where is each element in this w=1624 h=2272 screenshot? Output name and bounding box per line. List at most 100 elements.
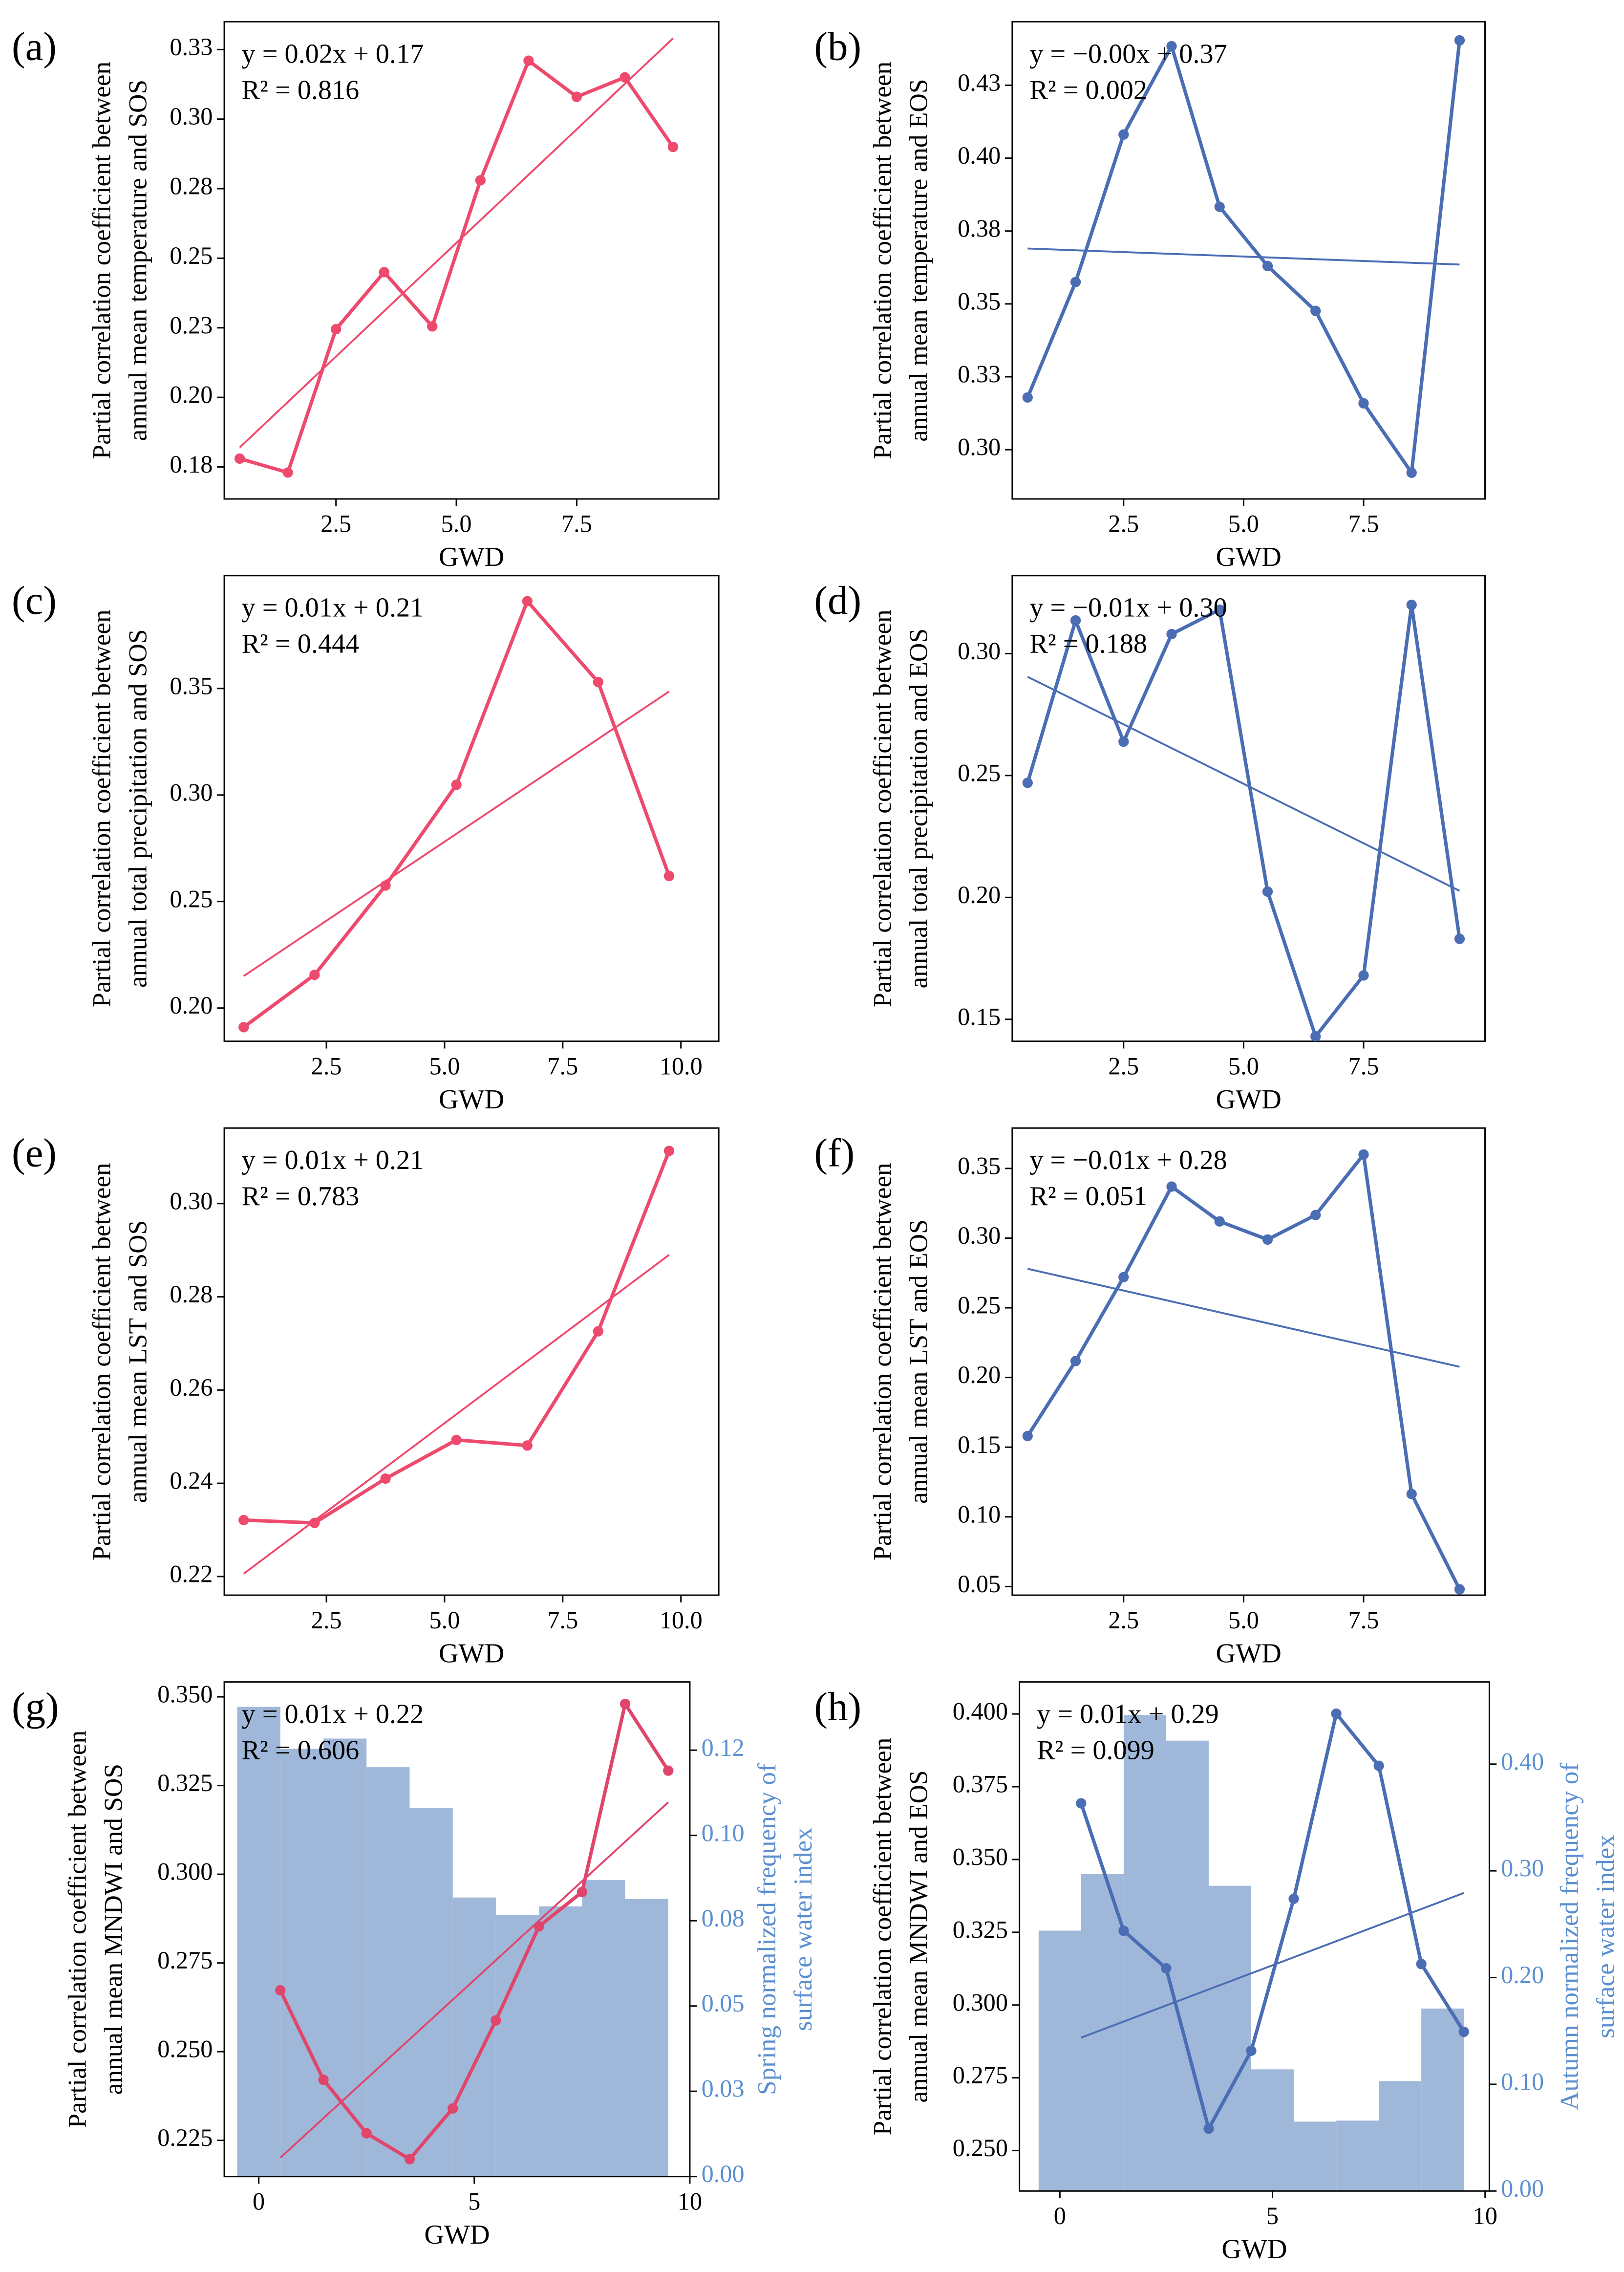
data-point (1246, 2045, 1257, 2056)
bar (1038, 1930, 1081, 2191)
x-axis-label: GWD (424, 2220, 490, 2250)
y-tick-label: 0.20 (170, 381, 213, 409)
trend-line (243, 691, 670, 977)
data-line (278, 1702, 670, 2161)
data-point (491, 2015, 501, 2026)
bar (323, 1738, 367, 2177)
y-axis-label: annual mean MNDWI and SOS (99, 1764, 128, 2095)
x-tick-label: 7.5 (561, 510, 592, 538)
data-line (1026, 40, 1462, 475)
y-axis-label: annual mean temperature and SOS (124, 80, 152, 441)
data-point (1406, 599, 1417, 610)
data-point (1458, 2026, 1469, 2037)
y-tick-label: 0.400 (953, 1698, 1008, 1725)
trend-line (279, 1801, 669, 2159)
equation: y = −0.01x + 0.30 (1029, 593, 1227, 623)
y-tick-label: 0.325 (157, 1769, 213, 1796)
equation: y = 0.01x + 0.29 (1037, 1699, 1219, 1730)
data-point (475, 175, 486, 186)
x-tick-label: 5 (468, 2187, 480, 2215)
x-tick-label: 5.0 (1228, 1052, 1259, 1080)
data-point (1358, 1149, 1369, 1160)
data-point (1358, 970, 1369, 981)
data-point (663, 1146, 675, 1156)
y2-tick-label: 0.10 (1501, 2068, 1544, 2095)
y-tick-label: 0.10 (958, 1500, 1001, 1528)
x-tick-label: 5 (1266, 2202, 1279, 2229)
data-point (620, 72, 630, 83)
y-tick-label: 0.25 (958, 1292, 1001, 1319)
y-tick-label: 0.20 (958, 881, 1001, 909)
axes-frame (223, 1681, 691, 2178)
trend-line (1027, 676, 1460, 892)
data-point (1214, 604, 1225, 615)
bar (539, 1906, 582, 2177)
y-tick-label: 0.38 (958, 215, 1001, 242)
data-point (379, 267, 389, 278)
y-tick-label: 0.35 (170, 672, 213, 699)
data-point (331, 324, 342, 335)
data-point (1214, 201, 1225, 212)
y2-tick-label: 0.10 (702, 1819, 745, 1846)
data-point (1262, 1234, 1273, 1245)
data-point (1118, 736, 1129, 747)
y-axis-label: annual mean LST and SOS (124, 1220, 152, 1503)
x-tick-label: 5.0 (441, 510, 472, 538)
data-point (1166, 628, 1177, 640)
data-point (1070, 1356, 1081, 1366)
y-tick-label: 0.25 (170, 242, 213, 269)
panel-label: (e) (12, 1130, 57, 1175)
x-axis-label: GWD (1216, 542, 1282, 572)
data-point (1161, 1963, 1172, 1974)
bar (1379, 2081, 1422, 2191)
data-point (1070, 615, 1081, 626)
equation: y = 0.02x + 0.17 (242, 39, 424, 69)
data-point (234, 453, 245, 464)
y-axis-label: Partial correlation coefficient between (868, 62, 897, 459)
y-tick-label: 0.275 (157, 1947, 213, 1974)
data-point (571, 91, 582, 102)
axes-frame (223, 21, 720, 500)
x-tick-label: 5.0 (1228, 1606, 1259, 1634)
data-point (1022, 392, 1033, 403)
bar (495, 1915, 539, 2177)
x-tick-label: 7.5 (1348, 510, 1379, 538)
data-line (1026, 603, 1461, 1039)
data-point (620, 1698, 631, 1709)
y-tick-label: 0.20 (958, 1361, 1001, 1388)
data-point (522, 1440, 533, 1451)
r-squared: R² = 0.444 (242, 629, 360, 659)
data-point (309, 970, 320, 980)
y-tick-label: 0.20 (170, 992, 213, 1019)
x-tick-label: 7.5 (547, 1052, 578, 1080)
equation: y = 0.01x + 0.22 (242, 1699, 424, 1730)
data-line (1079, 1711, 1466, 2131)
y-tick-label: 0.15 (958, 1003, 1001, 1030)
data-point (451, 1434, 462, 1446)
x-axis-label: GWD (439, 542, 504, 572)
y-tick-label: 0.22 (170, 1560, 213, 1587)
y-tick-label: 0.30 (170, 779, 213, 806)
trend-line (239, 38, 674, 449)
x-tick-label: 7.5 (547, 1606, 578, 1634)
data-point (523, 55, 534, 66)
x-axis-label: GWD (1216, 1638, 1282, 1668)
bar (366, 1767, 410, 2177)
data-point (577, 1886, 588, 1898)
y2-tick-label: 0.03 (702, 2075, 745, 2102)
y2-tick-label: 0.30 (1501, 1855, 1544, 1882)
bar (1208, 1885, 1252, 2191)
r-squared: R² = 0.783 (242, 1181, 360, 1212)
bar (409, 1808, 453, 2177)
y2-tick-label: 0.00 (1501, 2175, 1544, 2202)
bar (1251, 2069, 1294, 2191)
y-tick-label: 0.40 (958, 142, 1001, 169)
y-tick-label: 0.24 (170, 1467, 213, 1494)
y-axis-label: Partial correlation coefficient between (868, 609, 897, 1007)
data-point (1310, 1031, 1321, 1042)
x-axis-label: GWD (439, 1638, 504, 1668)
r-squared: R² = 0.051 (1029, 1181, 1147, 1212)
data-point (1454, 1584, 1465, 1595)
